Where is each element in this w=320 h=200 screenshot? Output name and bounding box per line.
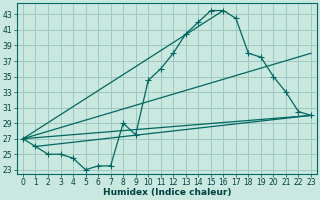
X-axis label: Humidex (Indice chaleur): Humidex (Indice chaleur) <box>103 188 231 197</box>
